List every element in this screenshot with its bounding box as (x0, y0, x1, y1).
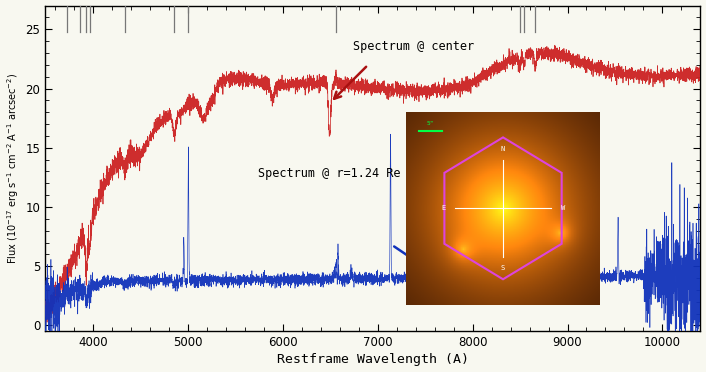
Text: S: S (501, 265, 505, 271)
X-axis label: Restframe Wavelength (A): Restframe Wavelength (A) (277, 353, 469, 366)
Text: W: W (561, 205, 565, 211)
Text: Spectrum @ r=1.24 Re x 6: Spectrum @ r=1.24 Re x 6 (258, 167, 429, 180)
Text: E: E (441, 205, 445, 211)
Text: N: N (501, 146, 505, 152)
Y-axis label: Flux (10$^{-17}$ erg s$^{-1}$ cm$^{-2}$ A$^{-1}$ arcsec$^{-2}$): Flux (10$^{-17}$ erg s$^{-1}$ cm$^{-2}$ … (6, 73, 21, 264)
Text: Spectrum @ center: Spectrum @ center (353, 39, 474, 52)
Text: 5": 5" (426, 121, 434, 126)
